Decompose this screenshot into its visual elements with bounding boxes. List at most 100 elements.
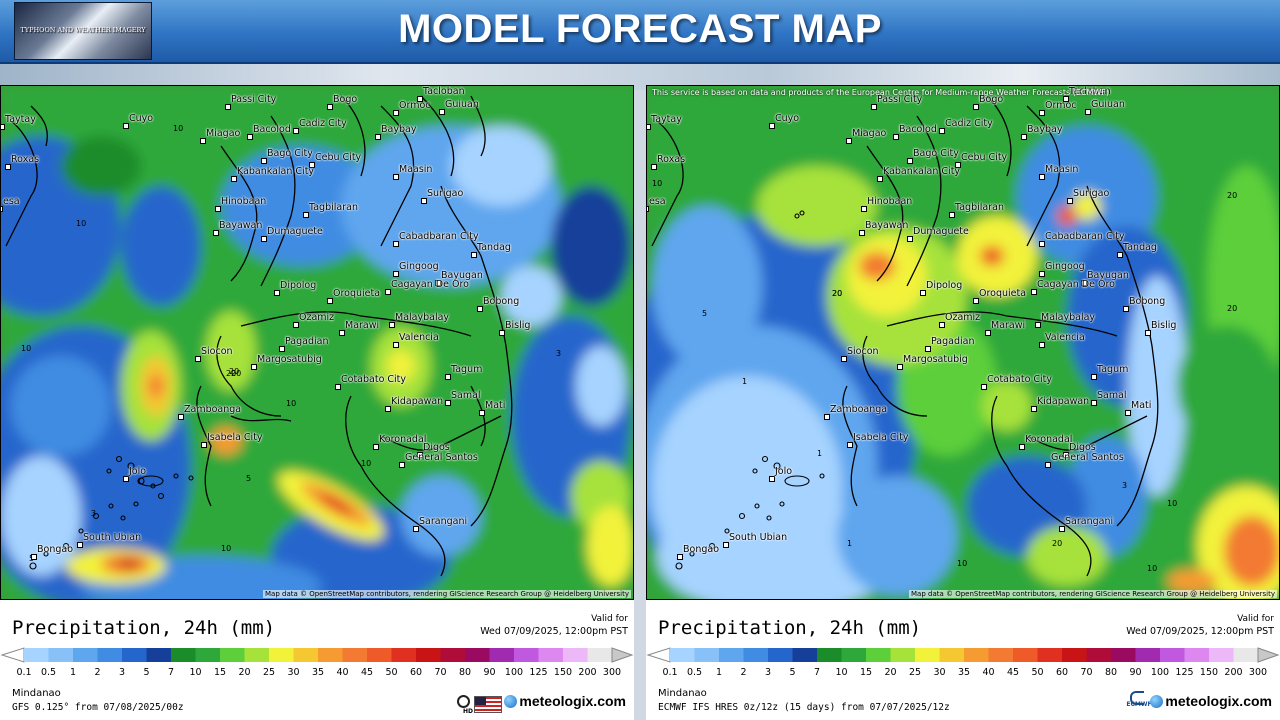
scale-tick-label: 15	[859, 667, 873, 678]
city-label: Marawi	[991, 320, 1026, 331]
city-label: Ozamiz	[299, 312, 335, 323]
city-marker	[417, 96, 423, 102]
city-label: Cadiz City	[299, 118, 347, 129]
city-marker	[1085, 109, 1091, 115]
scale-tick-label: 125	[1175, 667, 1194, 678]
city-marker	[893, 134, 899, 140]
city-marker	[973, 298, 979, 304]
city-label: Zamboanga	[830, 404, 888, 415]
contour-label: 20	[832, 289, 842, 298]
city-label: Baybay	[1027, 124, 1063, 135]
city-marker	[1039, 110, 1045, 116]
scale-tick-label: 100	[1150, 667, 1170, 678]
city-label: Guiuan	[1091, 99, 1125, 110]
city-label: Kidapawan	[391, 396, 444, 407]
scale-tick-label: 40	[982, 667, 995, 678]
city-label: Maasin	[1045, 164, 1079, 175]
city-marker	[1039, 241, 1045, 247]
city-marker	[955, 162, 961, 168]
city-label: Pagadian	[285, 336, 329, 347]
city-label: Cotabato City	[987, 374, 1053, 385]
city-marker	[200, 138, 206, 144]
city-marker	[123, 476, 129, 482]
city-marker	[385, 406, 391, 412]
city-label: Cabadbaran City	[399, 231, 479, 242]
city-marker	[373, 444, 379, 450]
scale-tick-label: 25	[262, 667, 276, 678]
contour-label: 20	[229, 367, 239, 376]
ecmwf-precip-map[interactable]: 10 20 20 10 20 5 1 1 1 10 20 10 20 10 3 …	[646, 85, 1280, 600]
city-marker	[925, 346, 931, 352]
scale-swatch	[220, 648, 245, 662]
contour-label: 10	[21, 344, 31, 353]
city-label: Passi City	[231, 94, 277, 105]
city-marker	[435, 280, 441, 286]
scale-tick-label: 40	[336, 667, 349, 678]
scale-swatch	[915, 648, 940, 662]
scale-swatch	[24, 648, 49, 662]
contour-label: 20	[226, 369, 236, 378]
scale-tick-label: 70	[1080, 667, 1093, 678]
city-marker	[985, 330, 991, 336]
city-marker	[399, 462, 405, 468]
city-label: Ormoc	[1045, 100, 1077, 111]
scale-tick-label: 125	[529, 667, 548, 678]
scale-tick-label: 200	[578, 667, 597, 678]
city-marker	[479, 410, 485, 416]
meteologix-brand[interactable]: meteologix.com	[504, 693, 626, 709]
city-label: Koronadal	[1025, 434, 1073, 445]
city-marker	[939, 128, 945, 134]
city-marker	[769, 123, 775, 129]
city-label: South Ubian	[83, 532, 142, 543]
scale-swatch	[269, 648, 294, 662]
scale-tick-label: 3	[764, 667, 772, 678]
meteologix-brand[interactable]: meteologix.com	[1150, 693, 1272, 709]
city-label: Roxas	[657, 154, 686, 165]
gfs-precip-map[interactable]: 10 10 20 10 20 10 20 3 10 5 3 5 10 Tayta…	[0, 85, 634, 600]
city-label: Malaybalay	[395, 312, 450, 323]
city-marker	[1063, 96, 1069, 102]
scale-swatch	[1209, 648, 1234, 662]
city-label: Surigao	[1073, 188, 1110, 199]
ecmwf-logo-text: ECMWF	[1126, 701, 1152, 708]
contour-label: 20	[832, 289, 842, 298]
city-marker	[201, 442, 207, 448]
city-marker	[471, 252, 477, 258]
city-label: Mati	[485, 400, 506, 411]
scale-swatch	[792, 648, 818, 662]
city-marker	[178, 414, 184, 420]
city-label: General Santos	[1051, 452, 1124, 463]
scale-swatch	[1037, 648, 1063, 662]
scale-tick-label: 20	[238, 667, 251, 678]
city-label: Dumaguete	[913, 226, 969, 237]
city-label: Ozamiz	[945, 312, 981, 323]
city-marker	[1031, 406, 1037, 412]
contour-label: 1	[817, 449, 822, 458]
valid-date: Wed 07/09/2025, 12:00pm PST	[480, 626, 628, 637]
contour-label: 3	[1122, 481, 1127, 490]
scale-tick-label: 200	[1224, 667, 1243, 678]
scale-tick-label: 7	[167, 667, 175, 678]
scale-swatch	[817, 648, 842, 662]
city-marker	[907, 236, 913, 242]
city-label: Kabankalan City	[883, 166, 961, 177]
ecmwf-logo-icon	[1130, 691, 1144, 705]
scale-tick-label: 60	[1055, 667, 1069, 678]
city-marker	[973, 104, 979, 110]
logo-text: TYPHOON AND WEATHER IMAGERY	[20, 26, 146, 34]
city-marker	[5, 164, 11, 170]
zoom-icon[interactable]	[457, 695, 470, 708]
contour-label: 10	[221, 544, 231, 553]
city-label: Gingoog	[399, 261, 439, 272]
city-marker	[1145, 330, 1151, 336]
precip-color-scale	[646, 647, 1280, 663]
city-label: Dipolog	[280, 280, 317, 291]
city-marker	[939, 322, 945, 328]
ecmwf-notice: This service is based on data and produc…	[652, 88, 1110, 97]
city-marker	[1, 124, 5, 130]
city-marker	[393, 271, 399, 277]
scale-tick-label: 90	[1129, 667, 1142, 678]
city-marker	[393, 241, 399, 247]
gfs-field-svg: 10 10 20 10 20 10 20 3 10 5 3 5 10	[1, 86, 633, 599]
city-label: Bobong	[483, 296, 520, 307]
